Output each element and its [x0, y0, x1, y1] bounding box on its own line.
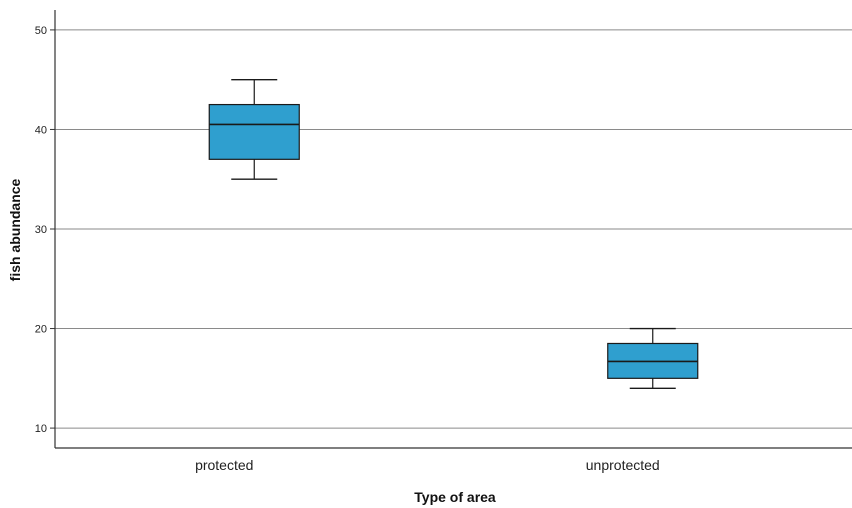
- y-tick-label: 40: [35, 124, 47, 136]
- x-tick-labels: protected unprotected: [195, 457, 660, 473]
- x-axis-title: Type of area: [414, 489, 496, 505]
- boxes: [208, 78, 699, 389]
- y-axis-title: fish abundance: [7, 178, 23, 281]
- box-protected: [208, 78, 300, 180]
- y-tick-label: 20: [35, 324, 47, 336]
- y-tick-label: 10: [35, 423, 47, 435]
- x-tick-label: unprotected: [586, 457, 660, 473]
- x-tick-label: protected: [195, 457, 253, 473]
- iqr-box: [208, 103, 300, 160]
- y-tick-label: 50: [35, 25, 47, 37]
- box-unprotected: [607, 327, 699, 389]
- grid-lines: [55, 29, 852, 429]
- y-tick-label: 30: [35, 224, 47, 236]
- y-tick-labels: 10 20 30 40 50: [35, 25, 55, 435]
